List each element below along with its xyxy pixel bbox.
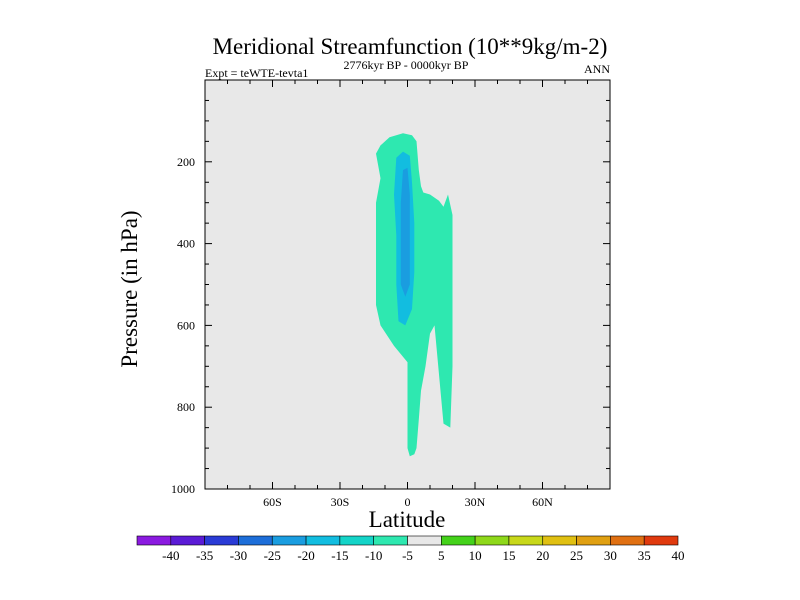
colorbar-box: [204, 535, 239, 546]
colorbar-label: 15: [502, 548, 515, 563]
colorbar-box: [474, 535, 510, 546]
colorbar: -40 -35 -30 -25 -20 -15 -10 -5 5 10 15 20 25 30 35 40: [136, 535, 685, 563]
y-tick-label: 200: [177, 155, 195, 169]
colorbar-label: 30: [604, 548, 617, 563]
x-tick-label: 0: [405, 495, 411, 509]
contour-regions: [376, 133, 453, 457]
colorbar-box: [407, 535, 442, 546]
colorbar-label: -30: [230, 548, 247, 563]
colorbar-label: -35: [196, 548, 213, 563]
y-tick-label: 400: [177, 237, 195, 251]
chart-title: Meridional Streamfunction (10**9kg/m-2): [213, 34, 608, 59]
y-tick-label: 1000: [171, 482, 195, 496]
axis-ticks: 60S 30S 0 30N 60N 200 400 600 800 1000: [171, 79, 611, 509]
y-tick-label: 600: [177, 318, 195, 332]
colorbar-box: [610, 535, 645, 546]
colorbar-box: [508, 535, 544, 546]
y-tick-label: 800: [177, 400, 195, 414]
colorbar-box: [441, 535, 476, 546]
x-tick-label: 30S: [331, 495, 350, 509]
colorbar-box: [136, 535, 172, 546]
contour-region-3: [400, 167, 410, 297]
colorbar-label: -5: [402, 548, 413, 563]
colorbar-label: -15: [331, 548, 348, 563]
colorbar-label: 25: [570, 548, 583, 563]
colorbar-label: -20: [297, 548, 314, 563]
colorbar-box: [170, 535, 205, 546]
colorbar-box: [542, 535, 577, 546]
y-axis-label: Pressure (in hPa): [117, 210, 142, 367]
subtitle-left: Expt = teWTE-tevta1: [205, 66, 308, 80]
colorbar-label: -25: [264, 548, 281, 563]
subtitle-center: 2776kyr BP - 0000kyr BP: [344, 58, 469, 72]
colorbar-label: 20: [536, 548, 549, 563]
colorbar-box: [643, 535, 679, 546]
colorbar-box: [271, 535, 307, 546]
x-tick-label: 30N: [465, 495, 486, 509]
colorbar-box: [339, 535, 374, 546]
colorbar-label: 10: [469, 548, 482, 563]
subtitle-right: ANN: [584, 62, 610, 76]
colorbar-label: 5: [438, 548, 445, 563]
x-tick-label: 60N: [532, 495, 553, 509]
x-tick-label: 60S: [263, 495, 282, 509]
colorbar-label: -10: [365, 548, 382, 563]
colorbar-label: 35: [638, 548, 651, 563]
colorbar-box: [238, 535, 273, 546]
colorbar-box: [373, 535, 408, 546]
colorbar-label: -40: [162, 548, 179, 563]
colorbar-box: [576, 535, 611, 546]
x-axis-label: Latitude: [369, 507, 446, 532]
colorbar-label: 40: [672, 548, 685, 563]
colorbar-box: [305, 535, 341, 546]
